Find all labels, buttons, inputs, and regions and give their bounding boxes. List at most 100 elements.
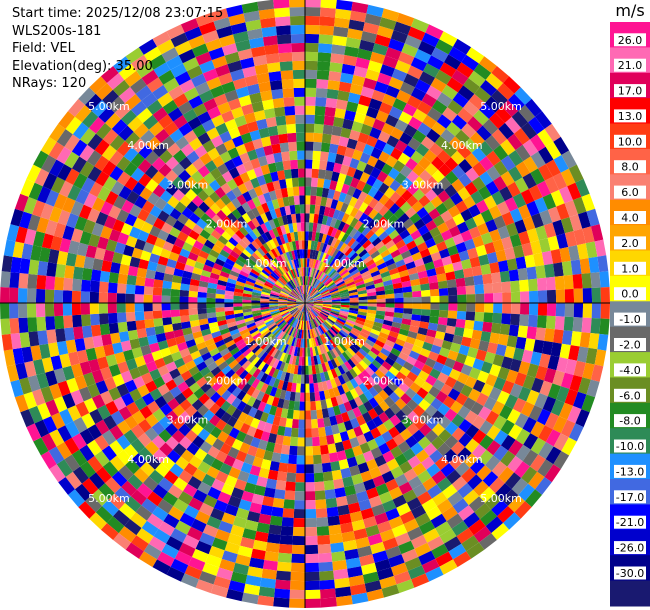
ray-gate: [337, 374, 346, 385]
ray-gate: [252, 539, 268, 552]
ray-gate: [312, 307, 321, 312]
ray-gate: [424, 335, 435, 345]
ray-gate: [303, 285, 305, 295]
ray-gate: [103, 176, 117, 191]
ray-gate: [309, 213, 315, 223]
ray-gate: [181, 387, 194, 399]
ray-gate: [530, 437, 546, 455]
ray-gate: [381, 361, 393, 371]
ray-gate: [78, 87, 96, 105]
ray-gate: [346, 138, 358, 150]
ray-gate: [281, 444, 290, 455]
ray-gate: [412, 308, 422, 316]
ray-gate: [556, 357, 569, 373]
ray-gate: [257, 595, 275, 607]
ray-gate: [478, 185, 492, 200]
ray-gate: [317, 543, 332, 554]
ray-gate: [114, 103, 131, 119]
ray-gate: [315, 400, 322, 411]
ray-gate: [256, 522, 270, 534]
ray-gate: [485, 219, 498, 233]
ray-gate: [418, 399, 431, 411]
ray-gate: [454, 326, 465, 337]
ray-gate: [271, 199, 280, 210]
ray-gate: [152, 310, 163, 319]
ray-gate: [544, 176, 559, 194]
ray-gate: [411, 314, 421, 322]
ray-gate: [108, 229, 121, 242]
ray-gate: [309, 277, 314, 286]
ray-gate: [206, 76, 222, 90]
ray-gate: [457, 405, 471, 419]
ray-gate: [65, 339, 77, 354]
ray-gate: [290, 318, 296, 327]
ray-gate: [291, 318, 297, 327]
ray-gate: [241, 212, 252, 224]
ray-gate: [373, 404, 385, 416]
ray-gate: [171, 163, 185, 177]
ray-gate: [394, 453, 408, 467]
ray-gate: [246, 277, 256, 284]
ray-gate: [321, 462, 332, 473]
ray-gate: [189, 278, 200, 287]
ray-gate: [412, 130, 427, 144]
ray-gate: [317, 283, 324, 291]
ray-gate: [597, 255, 609, 273]
ray-gate: [203, 494, 218, 508]
ray-gate: [366, 458, 378, 471]
ray-gate: [353, 375, 363, 386]
ray-gate: [354, 209, 364, 221]
ray-gate: [368, 208, 379, 220]
ray-gate: [362, 143, 375, 156]
ray-gate: [335, 181, 344, 193]
ray-gate: [340, 293, 350, 298]
ray-gate: [315, 327, 322, 336]
ray-gate: [564, 388, 578, 406]
ray-gate: [305, 301, 314, 303]
ray-gate: [357, 263, 368, 272]
ray-gate: [387, 244, 399, 254]
ray-gate: [374, 139, 387, 152]
ray-gate: [14, 193, 29, 212]
ray-gate: [381, 163, 393, 176]
ray-gate: [296, 277, 301, 286]
ray-gate: [279, 361, 286, 372]
ray-gate: [504, 345, 516, 359]
ray-gate: [492, 354, 505, 367]
ray-gate: [100, 66, 119, 83]
ray-gate: [365, 316, 376, 322]
ray-gate: [406, 240, 417, 251]
ray-gate: [470, 401, 484, 416]
ray-gate: [514, 501, 532, 519]
ray-gate: [314, 232, 320, 242]
ray-gate: [392, 282, 403, 289]
ray-gate: [278, 332, 286, 341]
ray-gate: [383, 319, 393, 327]
ray-gate: [382, 93, 397, 107]
ray-gate: [526, 200, 540, 217]
ray-gate: [256, 204, 265, 216]
ray-gate: [378, 182, 390, 195]
ray-gate: [305, 303, 314, 307]
ray-gate: [48, 141, 65, 160]
ray-gate: [203, 184, 215, 197]
ray-gate: [271, 396, 280, 407]
ray-gate: [326, 245, 334, 255]
ray-gate: [286, 315, 293, 323]
ray-gate: [309, 310, 315, 319]
ray-gate: [129, 338, 141, 350]
ray-gate: [281, 312, 290, 318]
ray-gate: [109, 165, 124, 181]
ray-gate: [544, 412, 559, 430]
ray-gate: [278, 321, 286, 329]
ray-gate: [312, 445, 321, 456]
ray-gate: [127, 265, 139, 277]
ray-gate: [260, 382, 269, 394]
ray-gate: [177, 254, 188, 265]
ray-gate: [316, 526, 330, 536]
ray-gate: [324, 244, 331, 254]
ray-gate: [326, 266, 334, 276]
ray-gate: [462, 328, 474, 339]
ray-gate: [345, 37, 361, 49]
ray-gate: [191, 548, 209, 563]
